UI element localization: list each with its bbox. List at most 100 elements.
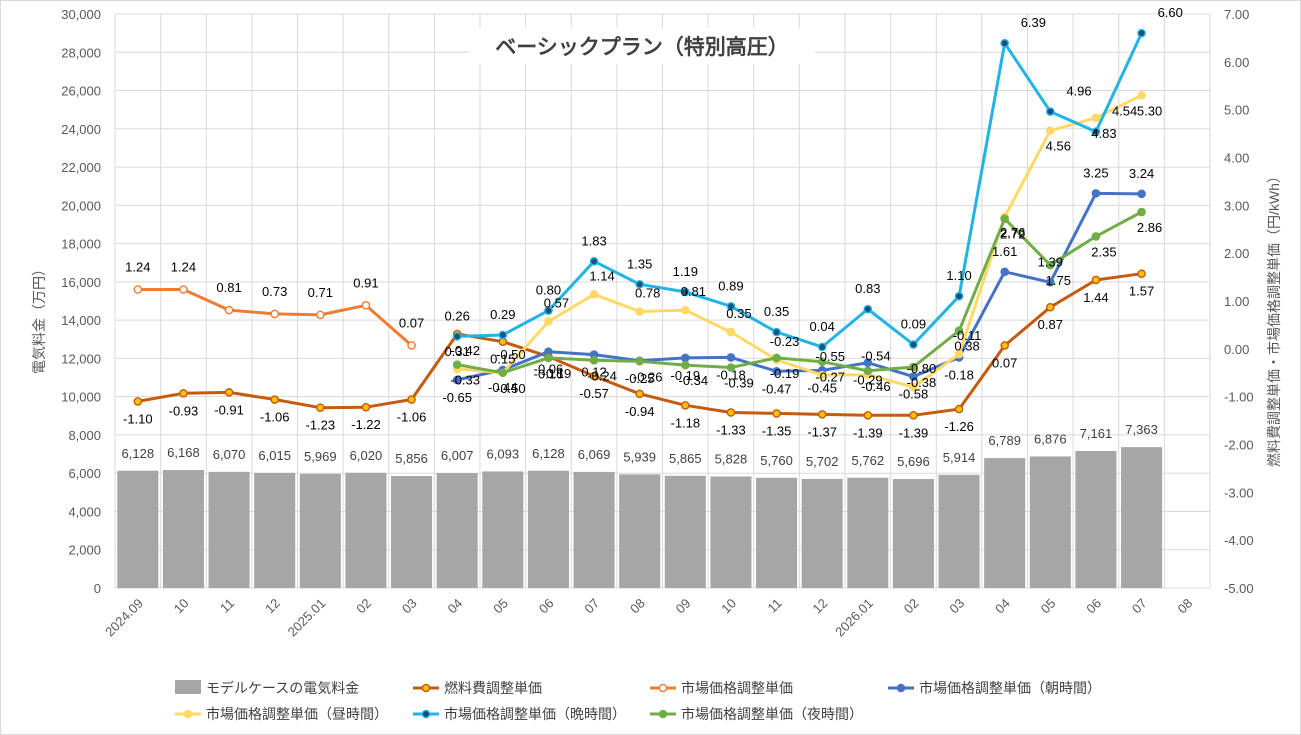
data-label-fuel-adjustment: 0.31 <box>445 344 470 359</box>
data-label-market-night: -0.46 <box>861 379 891 394</box>
bar-value-label: 6,093 <box>487 446 520 461</box>
marker-market-adjustment <box>179 285 188 294</box>
marker-market-evening <box>772 327 781 337</box>
y-left-tick-label: 24,000 <box>61 122 101 137</box>
data-label-market-night: -0.19 <box>770 366 800 381</box>
data-label-market-morning: -0.65 <box>442 390 472 405</box>
data-label-market-evening: 0.35 <box>764 304 789 319</box>
data-label-fuel-adjustment: -1.37 <box>807 424 837 439</box>
bar-value-label: 6,128 <box>532 446 565 461</box>
data-label-fuel-adjustment: -1.06 <box>397 410 427 425</box>
marker-market-night <box>589 356 599 365</box>
data-labels: 6,128 6,168 6,070 6,015 5,969 6,020 5,856 6,007… <box>122 5 1183 469</box>
data-label-market-morning: -0.44 <box>488 380 518 395</box>
data-label-market-night: -0.39 <box>724 375 754 390</box>
marker-market-daytime <box>1046 126 1055 136</box>
data-label-market-morning: 0.12 <box>581 365 606 380</box>
y-right-tick-label: 3.00 <box>1224 198 1249 213</box>
marker-market-adjustment <box>224 305 234 315</box>
marker-market-night <box>544 353 553 363</box>
marker-market-evening <box>1091 127 1101 136</box>
data-label-market-evening: 1.35 <box>627 256 652 271</box>
marker-market-evening <box>1137 28 1146 38</box>
y-left-tick-label: 18,000 <box>61 237 101 252</box>
bar-value-label: 5,939 <box>623 449 656 464</box>
data-label-market-morning: 1.39 <box>1038 254 1063 269</box>
data-label-market-night: -0.50 <box>496 381 526 396</box>
marker-market-daytime <box>1091 113 1101 123</box>
data-label-market-evening: 1.10 <box>946 268 971 283</box>
marker-fuel-adjustment <box>407 395 416 404</box>
y-left-tick-label: 22,000 <box>61 160 101 175</box>
marker-market-evening <box>681 287 690 297</box>
marker-market-morning <box>452 375 462 385</box>
data-label-market-daytime: 4.83 <box>1091 126 1116 141</box>
data-label-fuel-adjustment: -1.35 <box>762 423 792 438</box>
marker-fuel-adjustment <box>270 395 279 404</box>
data-label-market-morning: 1.61 <box>992 244 1017 259</box>
data-label-market-daytime: -0.80 <box>907 361 937 376</box>
bar-value-label: 5,696 <box>897 454 930 469</box>
data-label-market-adjustment: 0.07 <box>399 315 424 330</box>
data-label-market-morning: -0.19 <box>670 368 700 383</box>
legend-label-market-adjustment: 市場価格調整単価 <box>681 680 793 696</box>
series-line-market-evening <box>455 31 1144 349</box>
bar <box>573 471 615 588</box>
data-label-fuel-adjustment: -1.23 <box>305 418 335 433</box>
marker-market-night <box>635 356 644 366</box>
data-label-market-night: 1.75 <box>1046 273 1071 288</box>
marker-market-adjustment <box>407 341 416 350</box>
chart-title: ベーシックプラン（特別高圧） <box>495 35 789 59</box>
legend-label-market-morning: 市場価格調整単価（朝時間） <box>919 680 1101 696</box>
data-label-market-daytime: -0.23 <box>770 334 800 349</box>
data-label-fuel-adjustment: -0.93 <box>169 403 199 418</box>
data-label-fuel-adjustment: -0.94 <box>625 404 655 419</box>
marker-market-night <box>1137 207 1146 217</box>
data-label-market-daytime: -0.11 <box>953 328 982 343</box>
legend-marker-market-evening <box>421 709 431 719</box>
bar <box>299 473 341 588</box>
marker-fuel-adjustment <box>1091 275 1101 285</box>
marker-market-night <box>726 363 736 372</box>
data-label-market-evening: 6.39 <box>1021 15 1046 30</box>
data-label-fuel-adjustment: 1.44 <box>1083 290 1108 305</box>
marker-market-morning <box>863 358 873 368</box>
marker-market-evening <box>726 301 736 311</box>
data-label-market-evening: 0.04 <box>810 319 835 334</box>
bar-value-label: 5,760 <box>760 453 793 468</box>
y-right-tick-label: 5.00 <box>1224 103 1249 118</box>
marker-market-evening <box>1000 38 1009 48</box>
y-left-tick-label: 14,000 <box>61 313 101 328</box>
data-label-fuel-adjustment: 0.07 <box>992 355 1017 370</box>
y-right-tick-label: -1.00 <box>1224 390 1254 405</box>
marker-fuel-adjustment <box>1000 341 1009 350</box>
data-label-market-daytime: 0.35 <box>726 306 751 321</box>
data-label-market-adjustment: 0.73 <box>262 284 287 299</box>
data-label-market-daytime: 0.57 <box>544 296 569 311</box>
data-label-market-morning: -0.29 <box>853 373 883 388</box>
data-label-market-evening: 1.83 <box>581 233 606 248</box>
data-label-fuel-adjustment: 0.87 <box>1038 317 1063 332</box>
data-label-market-night: 2.72 <box>1000 227 1025 242</box>
marker-fuel-adjustment <box>681 400 690 410</box>
bar <box>1121 447 1163 588</box>
bar-value-label: 6,007 <box>441 448 474 463</box>
data-label-market-night: 2.86 <box>1137 220 1162 235</box>
data-label-market-adjustment: 1.24 <box>125 260 150 275</box>
y-right-tick-label: 6.00 <box>1224 55 1249 70</box>
data-label-fuel-adjustment: -1.26 <box>944 419 974 434</box>
bar <box>527 470 569 588</box>
data-label-fuel-adjustment: -1.10 <box>123 411 153 426</box>
marker-market-night <box>772 353 781 363</box>
marker-fuel-adjustment <box>863 411 873 420</box>
series-line-market-night <box>455 210 1144 375</box>
data-label-fuel-adjustment: -0.16 <box>534 366 564 381</box>
data-label-market-daytime: 2.76 <box>1000 225 1025 240</box>
marker-fuel-adjustment <box>1046 302 1055 312</box>
marker-market-daytime <box>817 370 827 380</box>
bar <box>208 471 250 588</box>
bar <box>756 477 798 588</box>
marker-market-evening <box>863 304 873 314</box>
data-label-market-morning: 3.24 <box>1129 166 1154 181</box>
data-label-market-morning: -0.06 <box>534 362 564 377</box>
